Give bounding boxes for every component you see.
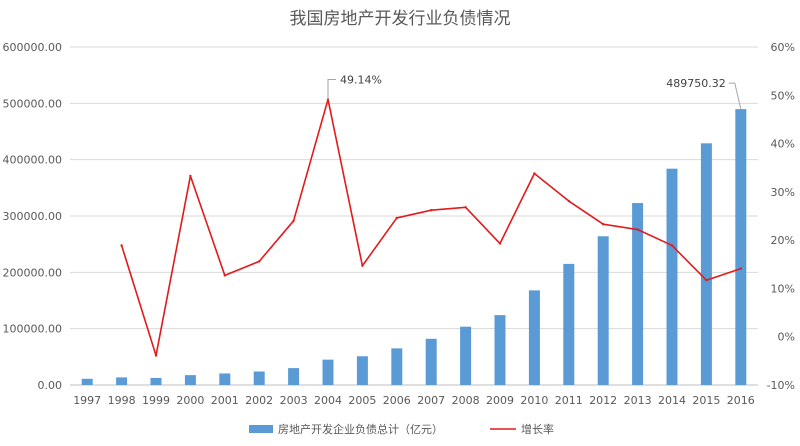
x-tick-label: 2006 — [383, 394, 411, 407]
y-left-tick-label: 400000.00 — [3, 154, 63, 167]
x-tick-label: 2005 — [348, 394, 376, 407]
bar — [425, 338, 437, 385]
y-right-tick-label: 60% — [771, 41, 795, 54]
bar — [150, 377, 162, 385]
y-left-tick-label: 500000.00 — [3, 97, 63, 110]
bar — [528, 290, 540, 385]
line-point — [602, 223, 605, 226]
x-tick-label: 2014 — [658, 394, 686, 407]
line-point — [670, 244, 674, 247]
x-tick-label: 2004 — [314, 394, 342, 407]
line-point — [120, 244, 123, 247]
x-tick-label: 2009 — [486, 394, 514, 407]
x-tick-label: 1998 — [108, 394, 136, 407]
annotation-label: 49.14% — [340, 73, 382, 86]
x-tick-label: 2016 — [727, 394, 755, 407]
line-point — [154, 354, 158, 357]
line-point — [326, 98, 330, 101]
bar — [184, 375, 196, 385]
bar — [700, 143, 712, 385]
line-point — [705, 279, 708, 282]
y-left-tick-label: 300000.00 — [3, 210, 63, 223]
legend-swatch-bar — [249, 425, 273, 433]
y-right-tick-label: 50% — [771, 89, 795, 102]
bar — [219, 373, 231, 385]
y-right-tick-label: 40% — [771, 138, 795, 151]
y-right-tick-label: 20% — [771, 234, 795, 247]
line-point — [395, 216, 398, 220]
bar — [391, 348, 403, 385]
line-point — [498, 242, 502, 245]
x-tick-label: 2007 — [417, 394, 445, 407]
y-right-tick-label: -10% — [767, 379, 795, 392]
bar — [597, 236, 609, 385]
bar — [322, 359, 334, 385]
bar — [253, 371, 265, 385]
x-tick-label: 1997 — [73, 394, 101, 407]
y-right-tick-label: 10% — [771, 282, 795, 295]
y-left-tick-label: 600000.00 — [3, 41, 63, 54]
annotation-leader — [327, 78, 336, 100]
x-tick-label: 2010 — [520, 394, 548, 407]
line-point — [533, 172, 536, 175]
x-tick-label: 2001 — [211, 394, 239, 407]
y-left-tick-label: 100000.00 — [3, 323, 63, 336]
x-tick-label: 2012 — [589, 394, 617, 407]
bar — [460, 326, 472, 385]
bar — [356, 356, 368, 385]
y-right-tick-label: 30% — [771, 186, 795, 199]
x-tick-label: 2002 — [245, 394, 273, 407]
bar — [563, 263, 575, 385]
x-tick-label: 2013 — [624, 394, 652, 407]
y-right-tick-label: 0% — [778, 331, 795, 344]
legend-label: 房地产开发企业负债总计（亿元） — [278, 422, 443, 436]
annotation-leader — [728, 82, 742, 110]
x-tick-label: 1999 — [142, 394, 170, 407]
chart-title: 我国房地产开发行业负债情况 — [290, 9, 511, 29]
bar — [632, 203, 644, 385]
x-tick-label: 2003 — [280, 394, 308, 407]
line-point — [258, 260, 261, 263]
line-point — [189, 174, 192, 178]
line-point — [430, 209, 433, 212]
y-left-tick-label: 200000.00 — [3, 266, 63, 279]
bar — [494, 315, 506, 385]
bar — [288, 368, 300, 385]
bar — [81, 378, 93, 385]
line-point — [567, 199, 570, 203]
growth-rate-line — [120, 98, 742, 357]
y-left-tick-label: 0.00 — [38, 379, 63, 392]
line-point — [636, 228, 639, 231]
line-point — [292, 219, 295, 223]
bar — [116, 377, 128, 385]
line-point — [739, 267, 742, 270]
line-point — [223, 274, 226, 277]
bar — [666, 168, 678, 385]
annotation-label: 489750.32 — [666, 77, 726, 90]
x-tick-label: 2015 — [692, 394, 720, 407]
legend-label: 增长率 — [521, 422, 554, 436]
x-tick-label: 2008 — [452, 394, 480, 407]
x-tick-label: 2000 — [176, 394, 204, 407]
line-point — [464, 206, 467, 209]
line-point — [361, 264, 364, 267]
x-tick-label: 2011 — [555, 394, 583, 407]
bar — [735, 109, 747, 385]
